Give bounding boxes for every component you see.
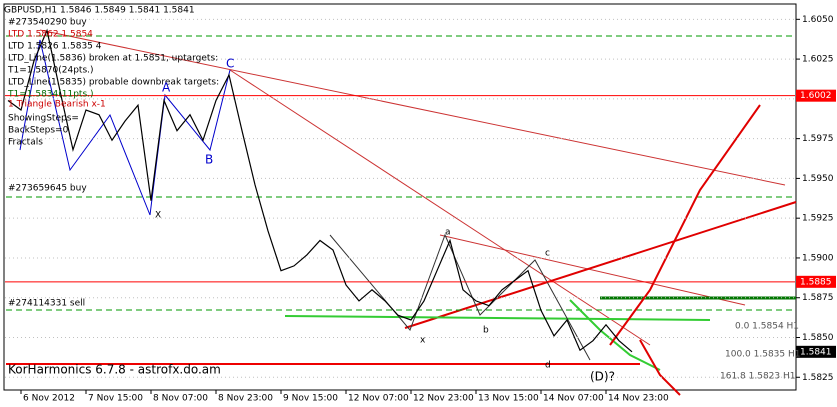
- y-tick-label: 1.6025: [802, 55, 834, 65]
- price-label: 1.5841: [800, 347, 832, 357]
- x-tick-label: 12 Nov 23:00: [413, 394, 474, 404]
- price-label-box: [796, 275, 836, 288]
- annotation: d: [545, 361, 551, 371]
- annotation: C: [226, 57, 234, 71]
- y-tick-label: 1.6050: [802, 15, 834, 25]
- x-tick-label: 13 Nov 15:00: [478, 394, 539, 404]
- price-label-box: [796, 345, 836, 358]
- y-tick-label: 1.5950: [802, 174, 834, 184]
- x-tick-label: 9 Nov 15:00: [283, 394, 338, 404]
- annotation: x: [420, 336, 426, 346]
- x-tick-label: 14 Nov 07:00: [543, 394, 604, 404]
- annotation: T1=1.5870(24pts.): [7, 66, 94, 76]
- x-tick-label: 8 Nov 07:00: [153, 394, 208, 404]
- annotation: T1=1.5834(11pts.): [7, 90, 94, 100]
- annotation: 1 Triangle Bearish x-1: [8, 100, 106, 110]
- annotation: #273540290 buy: [8, 18, 87, 28]
- y-tick-label: 1.5825: [802, 373, 834, 383]
- y-tick-label: 1.5900: [802, 253, 834, 263]
- chart-title: GBPUSD,H1 1.5846 1.5849 1.5841 1.5841: [4, 6, 195, 16]
- annotation: A: [162, 81, 171, 95]
- y-tick-label: 1.5975: [802, 134, 834, 144]
- price-line: [7, 28, 633, 353]
- x-tick-label: 7 Nov 15:00: [88, 394, 143, 404]
- trend-lines: [6, 29, 797, 396]
- x-tick-label: 12 Nov 07:00: [348, 394, 409, 404]
- annotation: 161.8 1.5823 H1: [720, 372, 795, 382]
- annotation: X: [155, 211, 161, 221]
- y-tick-label: 1.5875: [802, 293, 834, 303]
- x-tick-label: 8 Nov 23:00: [218, 394, 273, 404]
- y-tick-label: 1.5925: [802, 214, 834, 224]
- annotation: #273659645 buy: [8, 184, 87, 194]
- y-tick-label: 1.5850: [802, 333, 834, 343]
- price-label: 1.6002: [800, 91, 832, 101]
- annotation: a: [445, 228, 451, 238]
- annotation: LTD 1.5862 1.5854: [8, 30, 93, 40]
- annotation: b: [483, 326, 489, 336]
- annotation: #274114331 sell: [8, 299, 85, 309]
- price-label: 1.5885: [800, 277, 832, 287]
- annotation: B: [205, 153, 213, 167]
- annotation: LTD 1.5826 1.5835 4: [8, 42, 102, 52]
- annotation: (D)?: [590, 370, 615, 384]
- annotation: LTD_Line(1.5835) probable downbreak targ…: [8, 78, 219, 88]
- price-label-box: [796, 89, 836, 102]
- annotation: 100.0 1.5835 H1: [725, 350, 800, 360]
- annotation: 0.0 1.5854 H1: [735, 322, 799, 332]
- plot-frame: [3, 3, 797, 391]
- annotation: ShowingSteps=: [8, 114, 79, 124]
- annotation: Fractals: [8, 138, 43, 148]
- annotation: LTD_Line(1.5836) broken at 1.5851, uptar…: [8, 54, 218, 64]
- annotation: KorHarmonics 6.7.8 - astrofx.do.am: [8, 363, 221, 377]
- x-tick-label: 14 Nov 23:00: [608, 394, 669, 404]
- x-tick-label: 6 Nov 2012: [23, 394, 75, 404]
- annotation: BackSteps=0: [8, 126, 69, 136]
- annotation: c: [545, 249, 550, 259]
